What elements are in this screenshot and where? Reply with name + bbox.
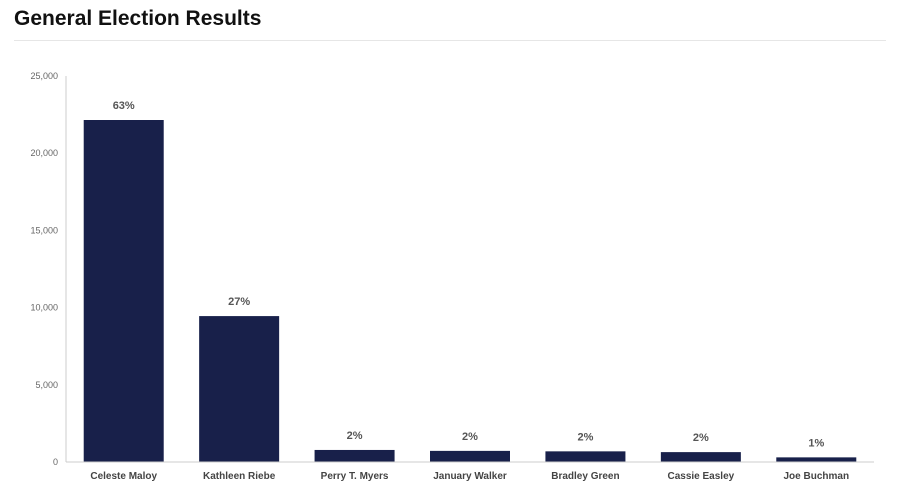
x-category-label: Cassie Easley bbox=[667, 471, 734, 482]
bar bbox=[83, 120, 164, 462]
page-title: General Election Results bbox=[14, 7, 262, 30]
x-axis: Celeste Maloy Kathleen Riebe Perry T. Myer… bbox=[66, 461, 874, 482]
bar-data-label: 2% bbox=[577, 431, 593, 443]
y-tick-label: 10,000 bbox=[30, 303, 58, 313]
bar-data-label: 2% bbox=[462, 431, 478, 443]
x-category-label: Perry T. Myers bbox=[321, 471, 389, 482]
bar bbox=[314, 449, 395, 462]
y-tick-label: 15,000 bbox=[30, 225, 58, 235]
bar-data-label: 2% bbox=[693, 432, 709, 444]
y-tick-label: 20,000 bbox=[30, 148, 58, 158]
title-divider bbox=[14, 40, 886, 41]
x-category-label: Kathleen Riebe bbox=[203, 471, 276, 482]
bar-data-label: 1% bbox=[808, 437, 824, 449]
bar bbox=[776, 457, 857, 462]
y-tick-label: 25,000 bbox=[30, 71, 58, 81]
bar bbox=[430, 450, 510, 462]
bar-data-label: 2% bbox=[347, 430, 363, 442]
bar bbox=[199, 316, 280, 462]
bar-series bbox=[83, 120, 857, 462]
x-category-label: Bradley Green bbox=[551, 471, 619, 482]
y-tick-label: 0 bbox=[53, 457, 58, 467]
y-tick-label: 5,000 bbox=[35, 380, 58, 390]
bar-data-label: 63% bbox=[113, 100, 135, 112]
bar bbox=[545, 451, 626, 462]
x-category-label: Joe Buchman bbox=[783, 471, 849, 482]
bar bbox=[660, 452, 741, 462]
data-labels: 63% 27% 2% 2% 2% 2% 1% bbox=[113, 100, 825, 449]
x-category-label: Celeste Maloy bbox=[90, 471, 157, 482]
y-axis: 0 5,000 10,000 15,000 20,000 25,000 bbox=[30, 71, 67, 467]
bar-data-label: 27% bbox=[228, 296, 250, 308]
x-category-label: January Walker bbox=[433, 471, 507, 482]
